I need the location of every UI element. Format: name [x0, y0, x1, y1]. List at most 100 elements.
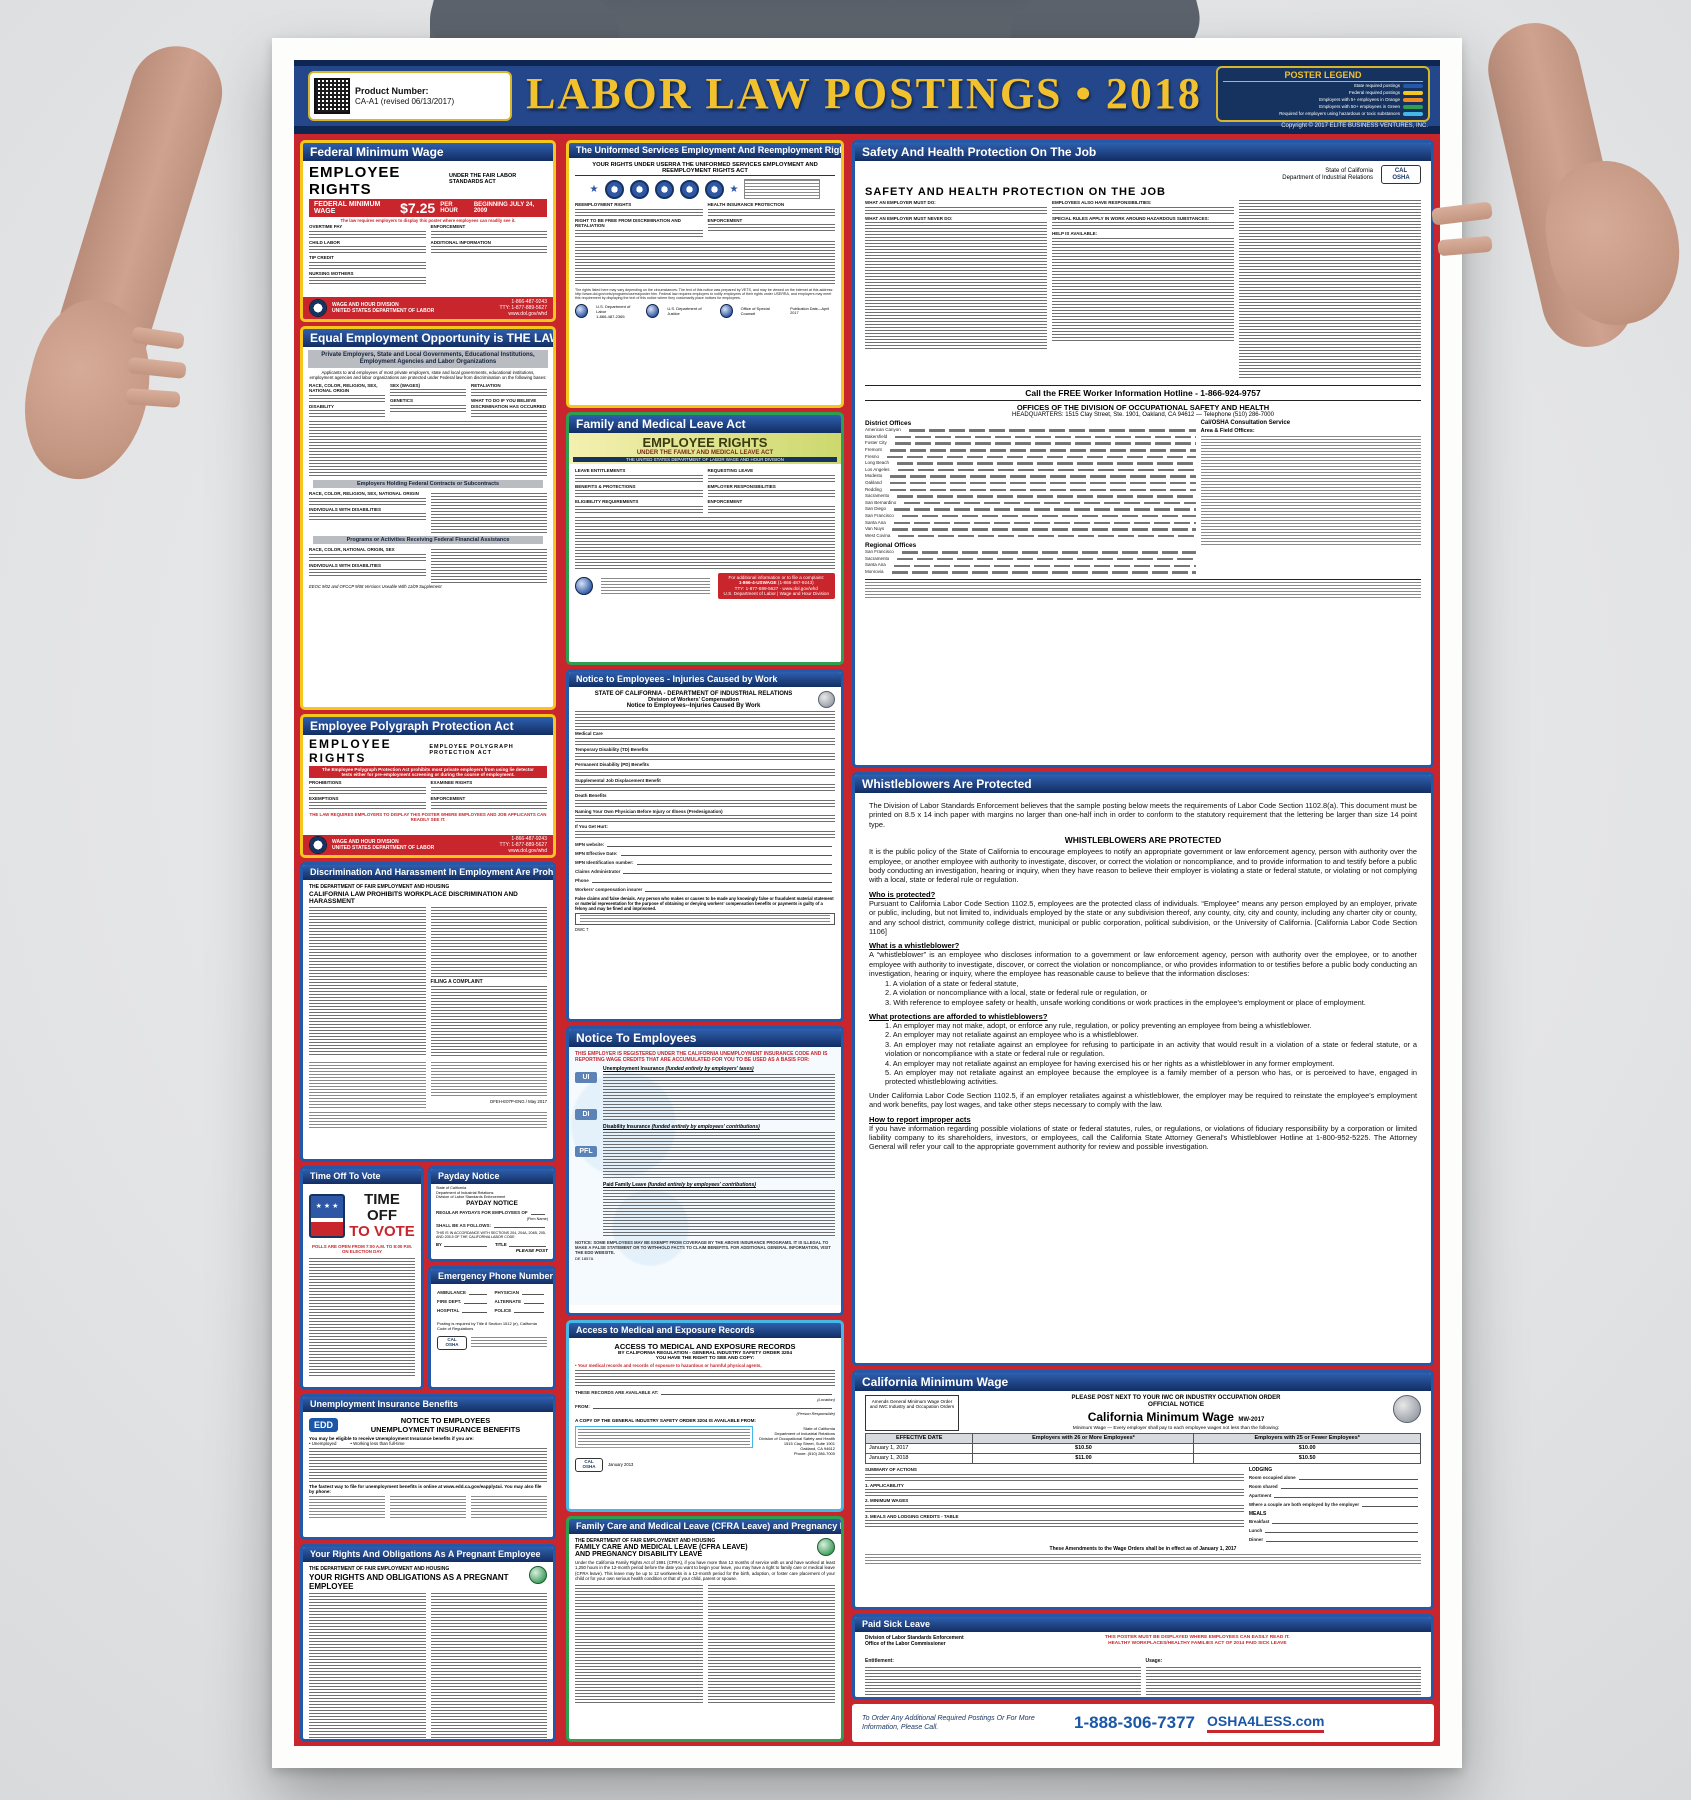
list-item: SPECIAL RULES APPLY IN WORK AROUND HAZAR…	[1052, 216, 1234, 230]
access-sub1: BY CALIFORNIA REGULATION - GENERAL INDUS…	[617, 1351, 793, 1356]
flsa-subtitle: UNDER THE FAIR LABOR STANDARDS ACT	[449, 173, 517, 185]
copy-line: A COPY OF THE GENERAL INDUSTRY SAFETY OR…	[575, 1418, 756, 1423]
wage-25less: $10.50	[1193, 1453, 1421, 1464]
list-item: 2. An employer may not retaliate against…	[885, 1030, 1139, 1040]
fine-print	[580, 915, 830, 924]
list-item: 5. An employer may not retaliate against…	[885, 1067, 1417, 1087]
wage-26plus: $10.50	[972, 1443, 1195, 1454]
mpn-fields: MPN website: MPN Effective Date: MPN Ident…	[575, 840, 835, 894]
list-item: Supplemental Job Displacement Benefit	[575, 778, 835, 792]
what-whistleblower-heading: What is a whistleblower?	[869, 941, 960, 951]
section-title: The Uniformed Services Employment And Re…	[576, 145, 841, 155]
whd-agency: WAGE AND HOUR DIVISION UNITED STATES DEPA…	[332, 839, 435, 851]
service-emblem-icon: ★	[629, 179, 649, 199]
employee-rights-title: EMPLOYEE RIGHTS	[309, 737, 392, 765]
list-item: RACE, COLOR, RELIGION, SEX, NATIONAL ORI…	[309, 491, 426, 505]
employee-rights-title: EMPLOYEE RIGHTS	[309, 164, 401, 198]
dfeh-title: CALIFORNIA LAW PROHIBITS WORKPLACE DISCR…	[309, 891, 518, 905]
list-item: San Diego	[865, 506, 1196, 513]
di-chip: DI	[575, 1109, 597, 1120]
notice-title: Notice to Employees--Injuries Caused By …	[626, 703, 761, 709]
ui-chip: UI	[575, 1072, 597, 1083]
list-item: DISABILITY	[309, 404, 385, 418]
legend-swatch-orange	[1403, 97, 1423, 102]
list-item: WHAT TO DO IF YOU BELIEVE DISCRIMINATION…	[471, 398, 547, 417]
fine-print	[575, 1584, 703, 1705]
effective-date: January 1, 2017	[864, 1443, 974, 1454]
disclosure-list: 1. A violation of a state or federal sta…	[869, 979, 1417, 1007]
section-california-minimum-wage: California Minimum Wage Amends General M…	[852, 1370, 1434, 1610]
list-item: RACE, COLOR, RELIGION, SEX, NATIONAL ORI…	[309, 383, 385, 402]
offices-title: OFFICES OF THE DIVISION OF OCCUPATIONAL …	[1016, 403, 1270, 413]
section-title: Payday Notice	[438, 1171, 500, 1181]
list-item: Van Nuys	[865, 526, 1196, 533]
list-item: Division of Occupational Safety and Heal…	[759, 1436, 835, 1441]
fine-print	[603, 1074, 835, 1122]
fine-print-column: REEMPLOYMENT RIGHTS RIGHT TO BE FREE FROM…	[575, 202, 703, 239]
list-item: LEAVE ENTITLEMENTS	[575, 468, 703, 482]
list-item: EXEMPTIONS	[309, 796, 426, 810]
section-equal-employment-opportunity: Equal Employment Opportunity is THE LAW …	[300, 326, 556, 710]
list-item: 1515 Clay Street, Suite 1901	[783, 1441, 835, 1446]
list-item: EXAMINEE RIGHTS	[431, 780, 548, 794]
whd-contact: 1-866-487-9243 TTY: 1-877-889-5627 www.dol…	[499, 299, 547, 317]
fine-print	[309, 1496, 385, 1518]
ui-intro: You may be eligible to receive Unemploym…	[309, 1436, 474, 1441]
california-state-seal	[1393, 1395, 1421, 1423]
report-text: If you have information regarding possib…	[869, 1123, 1417, 1152]
fine-print	[309, 1448, 547, 1482]
list-item: Oakland, CA 94612	[800, 1446, 835, 1451]
list-item: INDIVIDUALS WITH DISABILITIES	[309, 563, 426, 577]
list-item: Room occupied alone	[1249, 1473, 1421, 1482]
section-userra: The Uniformed Services Employment And Re…	[566, 140, 844, 408]
list-item: RETALIATION	[471, 383, 547, 397]
list-item: ENFORCEMENT	[431, 796, 548, 810]
section-cfra-pdl: Family Care and Medical Leave (CFRA Leav…	[566, 1516, 844, 1742]
list-item: San Bernardino	[865, 500, 1196, 507]
protections-list: 1. An employer may not make, adopt, or e…	[869, 1021, 1417, 1087]
access-title: ACCESS TO MEDICAL AND EXPOSURE RECORDS	[614, 1342, 796, 1351]
polls-open-line: POLLS ARE OPEN FROM 7:00 A.M. TO 8:00 P.…	[311, 1244, 413, 1254]
list-item: AMBULANCE	[437, 1288, 490, 1297]
list-item: West Covina	[865, 533, 1196, 540]
payday-accordance: THIS IS IN ACCORDANCE WITH SECTIONS 204,…	[436, 1230, 546, 1240]
whistle-policy: It is the public policy of the State of …	[869, 847, 1417, 885]
list-item: 1. An employer may not make, adopt, or e…	[885, 1020, 1312, 1030]
list-item: RACE, COLOR, NATIONAL ORIGIN, SEX	[309, 547, 426, 561]
list-item: GENETICS	[390, 398, 466, 412]
fine-print	[430, 549, 547, 584]
fine-print	[309, 421, 547, 478]
area-field-label: Area & Field Offices:	[1200, 428, 1255, 435]
star-decoration: ★	[589, 183, 599, 195]
cmw-subtitle: Minimum Wage — Every employer shall pay …	[1072, 1426, 1280, 1431]
fine-print-column: REQUESTING LEAVE EMPLOYER RESPONSIBILITIE…	[708, 468, 836, 515]
firm-name-label: (Firm Name)	[526, 1216, 548, 1221]
fine-print	[1145, 1667, 1421, 1697]
list-item: Foster City	[865, 440, 1196, 447]
cal-osha-logo: CAL OSHA	[1381, 165, 1421, 185]
eeo-programs-bar: Programs or Activities Receiving Federal…	[313, 536, 543, 545]
person-right-fingers	[1437, 235, 1493, 257]
location-label: (Location)	[817, 1397, 835, 1402]
fine-print	[471, 1336, 547, 1349]
section-injuries-caused-by-work: Notice to Employees - Injuries Caused by…	[566, 669, 844, 1022]
emergency-note: Posting is required by Title 8 Section 1…	[437, 1321, 537, 1331]
section-title: Employee Polygraph Protection Act	[310, 719, 514, 733]
payday-agency: State of California Department of Industr…	[436, 1186, 548, 1200]
list-item: Where a couple are both employed by the …	[1249, 1500, 1421, 1509]
section-title: Notice To Employees	[576, 1031, 697, 1045]
wage-26plus: $11.00	[972, 1453, 1195, 1464]
list-item: HOSPITAL	[437, 1306, 490, 1315]
access-bullet: • Your medical records and records of ex…	[575, 1363, 762, 1368]
state-dept-line: STATE OF CALIFORNIA - DEPARTMENT OF INDU…	[594, 691, 793, 697]
by-field: BY	[436, 1242, 489, 1247]
list-item: INDIVIDUALS WITH DISABILITIES	[309, 507, 426, 521]
dfeh-agency: THE DEPARTMENT OF FAIR EMPLOYMENT AND HO…	[309, 884, 450, 890]
service-emblem-icon: ★	[679, 179, 699, 199]
cmw-title: California Minimum Wage	[1087, 1410, 1234, 1424]
poster-sheet: ★ ★ Product Number: CA-A1 (revised 06/13…	[272, 38, 1462, 1768]
legend-row: Employers with 50+ employees in Green	[1223, 103, 1423, 110]
list-item: Department of Industrial Relations	[436, 1190, 494, 1195]
body-heading: FILING A COMPLAINT	[430, 979, 483, 985]
eeo-footnote: EEOC 9/02 and OFCCP 9/08 Versions Useabl…	[309, 584, 442, 590]
